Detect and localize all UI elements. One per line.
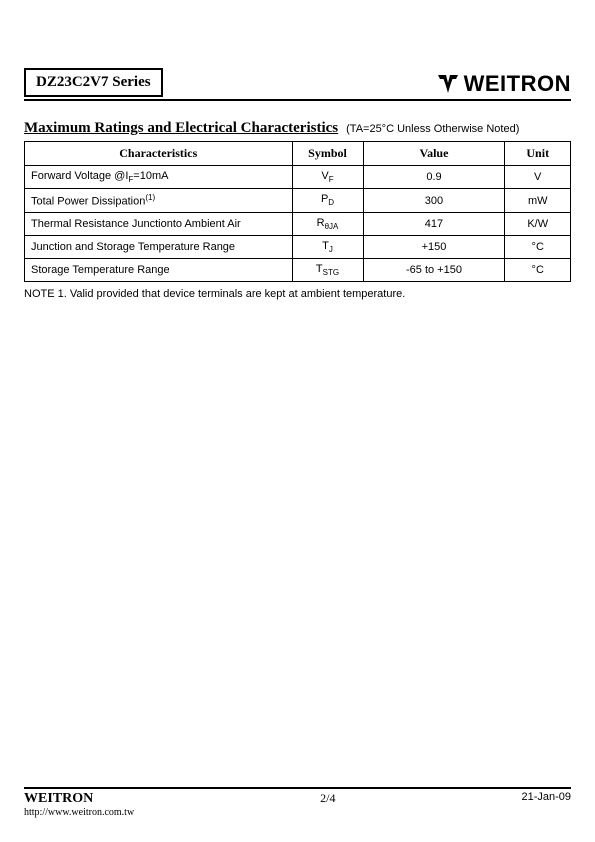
footer: WEITRON http://www.weitron.com.tw 2/4 21… <box>24 787 571 818</box>
footer-url: http://www.weitron.com.tw <box>24 807 134 818</box>
table-row: Forward Voltage @IF=10mA VF 0.9 V <box>25 166 571 189</box>
cell-unit: V <box>505 166 571 189</box>
cell-unit: K/W <box>505 212 571 235</box>
brand-text: WEITRON <box>464 71 571 97</box>
cell-characteristic: Forward Voltage @IF=10mA <box>25 166 293 189</box>
cell-symbol: TJ <box>292 236 363 259</box>
footnote: NOTE 1. Valid provided that device termi… <box>24 288 571 300</box>
section-condition: (TA=25°C Unless Otherwise Noted) <box>346 123 519 135</box>
cell-value: -65 to +150 <box>363 259 505 282</box>
header: DZ23C2V7 Series WEITRON <box>24 68 571 101</box>
table-row: Thermal Resistance Junctionto Ambient Ai… <box>25 212 571 235</box>
cell-value: 417 <box>363 212 505 235</box>
cell-unit: mW <box>505 189 571 213</box>
footer-date: 21-Jan-09 <box>521 791 571 803</box>
cell-symbol: VF <box>292 166 363 189</box>
table-row: Storage Temperature Range TSTG -65 to +1… <box>25 259 571 282</box>
cell-symbol: PD <box>292 189 363 213</box>
cell-value: 300 <box>363 189 505 213</box>
cell-value: 0.9 <box>363 166 505 189</box>
col-header-characteristics: Characteristics <box>25 142 293 166</box>
table-row: Junction and Storage Temperature Range T… <box>25 236 571 259</box>
col-header-value: Value <box>363 142 505 166</box>
ratings-table: Characteristics Symbol Value Unit Forwar… <box>24 141 571 282</box>
cell-value: +150 <box>363 236 505 259</box>
cell-symbol: TSTG <box>292 259 363 282</box>
col-header-unit: Unit <box>505 142 571 166</box>
footer-company: WEITRON <box>24 791 134 807</box>
cell-characteristic: Storage Temperature Range <box>25 259 293 282</box>
col-header-symbol: Symbol <box>292 142 363 166</box>
brand-logo: WEITRON <box>436 71 571 97</box>
section-heading: Maximum Ratings and Electrical Character… <box>24 119 571 137</box>
series-box: DZ23C2V7 Series <box>24 68 163 97</box>
cell-unit: °C <box>505 259 571 282</box>
cell-characteristic: Total Power Dissipation(1) <box>25 189 293 213</box>
cell-unit: °C <box>505 236 571 259</box>
cell-characteristic: Junction and Storage Temperature Range <box>25 236 293 259</box>
brand-icon <box>436 73 460 95</box>
cell-characteristic: Thermal Resistance Junctionto Ambient Ai… <box>25 212 293 235</box>
footer-page: 2/4 <box>320 791 335 806</box>
cell-symbol: RθJA <box>292 212 363 235</box>
series-label: DZ23C2V7 Series <box>36 74 151 90</box>
table-header-row: Characteristics Symbol Value Unit <box>25 142 571 166</box>
footer-left: WEITRON http://www.weitron.com.tw <box>24 791 134 818</box>
section-title: Maximum Ratings and Electrical Character… <box>24 120 338 136</box>
table-row: Total Power Dissipation(1) PD 300 mW <box>25 189 571 213</box>
